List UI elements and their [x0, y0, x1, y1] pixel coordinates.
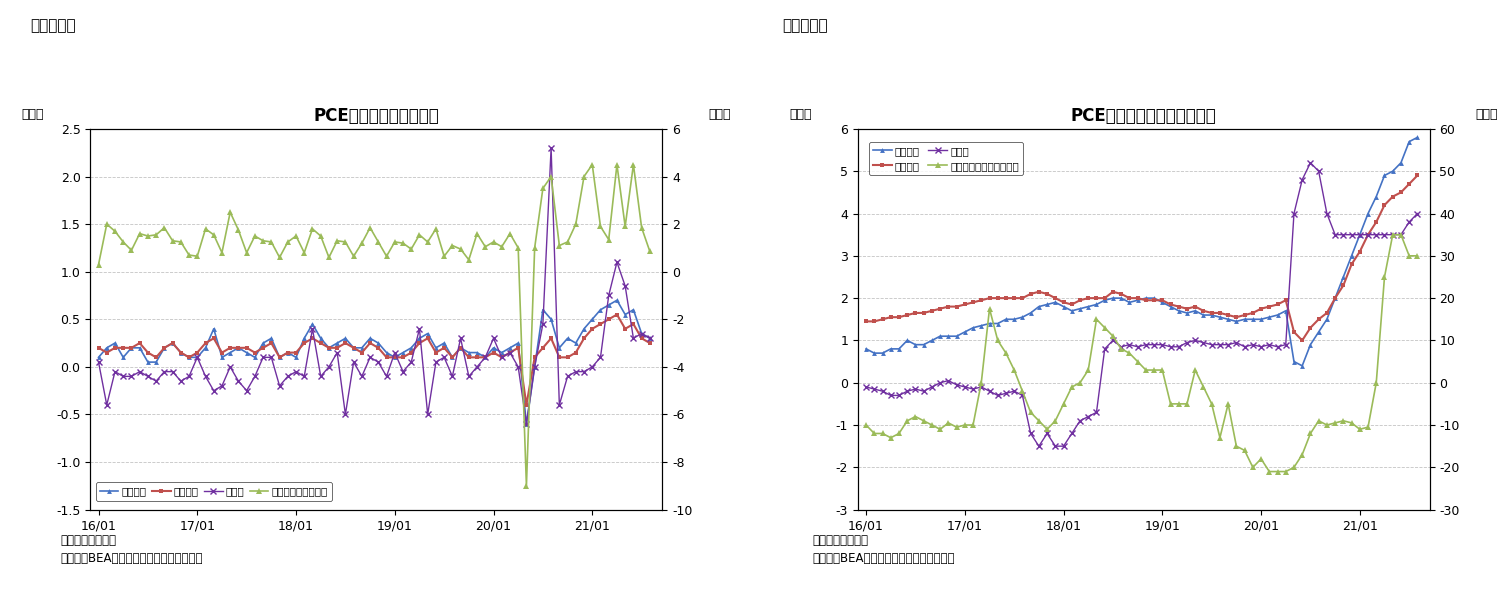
Legend: 総合指数, コア指数, 食料品, エネルギ－（右軸）: 総合指数, コア指数, 食料品, エネルギ－（右軸） [95, 482, 333, 500]
Text: （％）: （％） [707, 108, 730, 122]
Text: （図表７）: （図表７） [783, 18, 828, 33]
Text: （％）: （％） [789, 108, 811, 122]
Text: （％）: （％） [21, 108, 44, 122]
Text: （％）: （％） [1475, 108, 1497, 122]
Legend: 総合指数, コア指数, 食料品, エネルギ－関連（右軸）: 総合指数, コア指数, 食料品, エネルギ－関連（右軸） [868, 142, 1023, 176]
Text: （図表６）: （図表６） [30, 18, 75, 33]
Text: （注）季節調整済
（資料）BEAよりニッセイ基礎研究所作成: （注）季節調整済 （資料）BEAよりニッセイ基礎研究所作成 [813, 534, 956, 565]
Title: PCE価格指数（前年同月比）: PCE価格指数（前年同月比） [1072, 107, 1216, 125]
Text: （注）季節調整済
（資料）BEAよりニッセイ基礎研究所作成: （注）季節調整済 （資料）BEAよりニッセイ基礎研究所作成 [60, 534, 203, 565]
Title: PCE価格指数（前月比）: PCE価格指数（前月比） [313, 107, 439, 125]
